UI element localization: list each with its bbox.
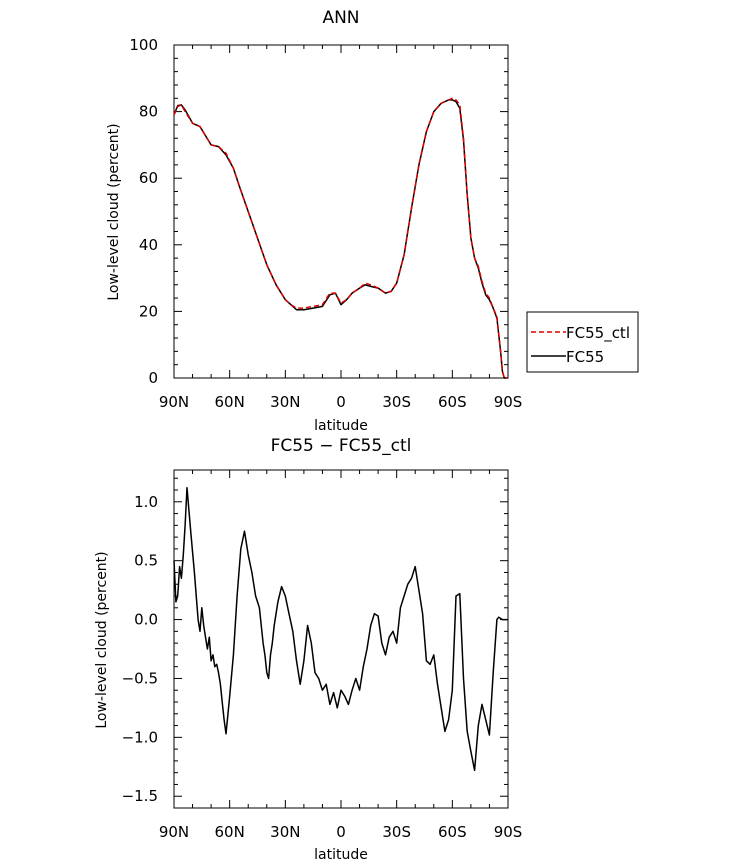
y-tick-label: 0 [148,369,158,387]
x-tick-label: 90S [494,823,523,841]
x-tick-label: 90N [159,393,189,411]
y-tick-label: 1.0 [134,493,158,511]
bottom-x-axis-label: latitude [314,847,368,863]
y-tick-label: −1.5 [122,787,158,805]
x-tick-label: 60N [215,393,245,411]
y-tick-label: −1.0 [122,728,158,746]
legend-label-fc55: FC55 [566,348,604,366]
top-panel: ANN Low-level cloud (percent) latitude 9… [106,8,639,434]
x-tick-label: 60N [215,823,245,841]
bottom-panel: FC55 − FC55_ctl Low-level cloud (percent… [94,436,522,863]
bottom-y-axis-label: Low-level cloud (percent) [94,551,110,728]
plot-frame [173,469,509,809]
y-tick-label: 0.0 [134,611,158,629]
y-tick-label: 40 [139,236,158,254]
x-tick-label: 30N [270,823,300,841]
y-tick-label: 0.5 [134,552,158,570]
bottom-chart-title: FC55 − FC55_ctl [271,436,412,456]
y-tick-label: 100 [129,36,158,54]
x-tick-label: 60S [438,823,467,841]
y-tick-label: −0.5 [122,669,158,687]
x-tick-label: 0 [336,823,346,841]
top-x-axis-label: latitude [314,418,368,434]
y-tick-label: 60 [139,169,158,187]
legend-label-fc55-ctl: FC55_ctl [566,324,630,343]
y-tick-label: 80 [139,103,158,121]
x-tick-label: 0 [336,393,346,411]
legend: FC55_ctl FC55 [526,311,639,373]
series-line-difference [173,486,508,772]
x-tick-label: 60S [438,393,467,411]
series-line-fc55 [173,99,508,379]
series-line-fc55-ctl [173,97,508,379]
x-tick-label: 90S [494,393,523,411]
x-tick-label: 30S [382,823,411,841]
top-y-axis-label: Low-level cloud (percent) [106,123,122,300]
top-chart-title: ANN [322,8,359,28]
x-tick-label: 30S [382,393,411,411]
legend-box [526,311,639,373]
y-tick-label: 20 [139,302,158,320]
x-tick-label: 90N [159,823,189,841]
plot-frame [173,44,509,379]
x-tick-label: 30N [270,393,300,411]
